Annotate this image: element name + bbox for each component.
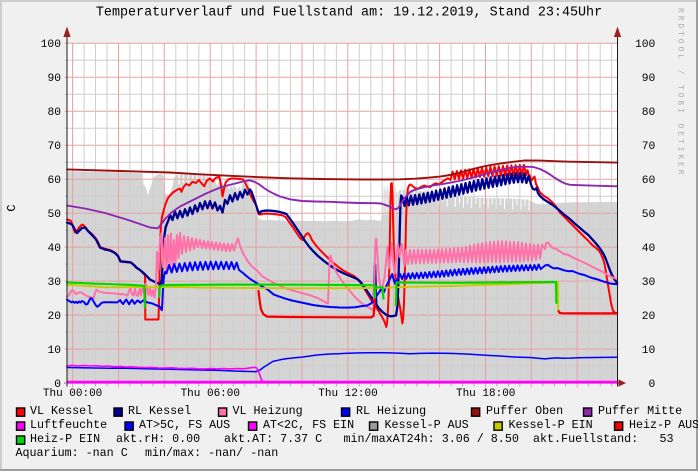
- svg-text:60: 60: [642, 175, 656, 187]
- svg-text:Temperaturverlauf und Fuellsta: Temperaturverlauf und Fuellstand am: 19.…: [96, 6, 602, 21]
- svg-text:min/maxAT24h: 3.06 / 8.50: min/maxAT24h: 3.06 / 8.50: [344, 432, 519, 446]
- svg-text:10: 10: [642, 345, 656, 357]
- svg-text:Aquarium: -nan C: Aquarium: -nan C: [16, 446, 128, 460]
- svg-text:50: 50: [642, 209, 656, 221]
- svg-text:C: C: [5, 204, 19, 211]
- svg-text:VL Kessel: VL Kessel: [30, 404, 93, 418]
- svg-text:40: 40: [47, 243, 61, 255]
- svg-text:20: 20: [642, 311, 656, 323]
- svg-text:50: 50: [47, 209, 61, 221]
- svg-text:Thu 00:00: Thu 00:00: [43, 388, 102, 400]
- svg-text:0: 0: [649, 379, 656, 391]
- svg-text:53: 53: [659, 432, 673, 446]
- svg-text:Heiz-P EIN: Heiz-P EIN: [30, 432, 100, 446]
- svg-text:RL Heizung: RL Heizung: [356, 404, 426, 418]
- svg-text:akt.rH: 0.00: akt.rH: 0.00: [116, 432, 200, 446]
- svg-text:Luftfeuchte: Luftfeuchte: [30, 418, 107, 432]
- svg-text:Kessel-P EIN: Kessel-P EIN: [509, 418, 593, 432]
- svg-text:100: 100: [635, 39, 656, 51]
- svg-text:0: 0: [54, 379, 61, 391]
- svg-text:Puffer Mitte: Puffer Mitte: [598, 404, 682, 418]
- svg-text:Thu 06:00: Thu 06:00: [181, 388, 240, 400]
- svg-text:30: 30: [47, 277, 61, 289]
- svg-text:min/max: -nan/ -nan: min/max: -nan/ -nan: [145, 446, 278, 460]
- svg-text:10: 10: [47, 345, 61, 357]
- svg-text:20: 20: [47, 311, 61, 323]
- svg-text:30: 30: [642, 277, 656, 289]
- svg-text:70: 70: [47, 141, 61, 153]
- svg-text:Heiz-P AUS: Heiz-P AUS: [629, 418, 698, 432]
- svg-text:40: 40: [642, 243, 656, 255]
- svg-text:RL Kessel: RL Kessel: [128, 404, 191, 418]
- svg-text:AT<2C, FS EIN: AT<2C, FS EIN: [263, 418, 354, 432]
- svg-text:100: 100: [41, 39, 62, 51]
- svg-text:Puffer Oben: Puffer Oben: [486, 404, 563, 418]
- svg-text:Thu 12:00: Thu 12:00: [318, 388, 377, 400]
- svg-text:Thu 18:00: Thu 18:00: [456, 388, 515, 400]
- svg-text:RRDTOOL / TOBI OETIKER: RRDTOOL / TOBI OETIKER: [676, 8, 685, 177]
- svg-text:80: 80: [47, 107, 61, 119]
- svg-text:AT>5C, FS AUS: AT>5C, FS AUS: [139, 418, 230, 432]
- svg-text:VL Heizung: VL Heizung: [233, 404, 303, 418]
- svg-text:60: 60: [47, 175, 61, 187]
- svg-text:70: 70: [642, 141, 656, 153]
- svg-text:Kessel-P AUS: Kessel-P AUS: [385, 418, 469, 432]
- svg-text:90: 90: [642, 73, 656, 85]
- svg-text:80: 80: [642, 107, 656, 119]
- svg-text:akt.AT: 7.37 C: akt.AT: 7.37 C: [224, 432, 322, 446]
- svg-text:90: 90: [47, 73, 61, 85]
- svg-text:akt.Fuellstand:: akt.Fuellstand:: [533, 432, 638, 446]
